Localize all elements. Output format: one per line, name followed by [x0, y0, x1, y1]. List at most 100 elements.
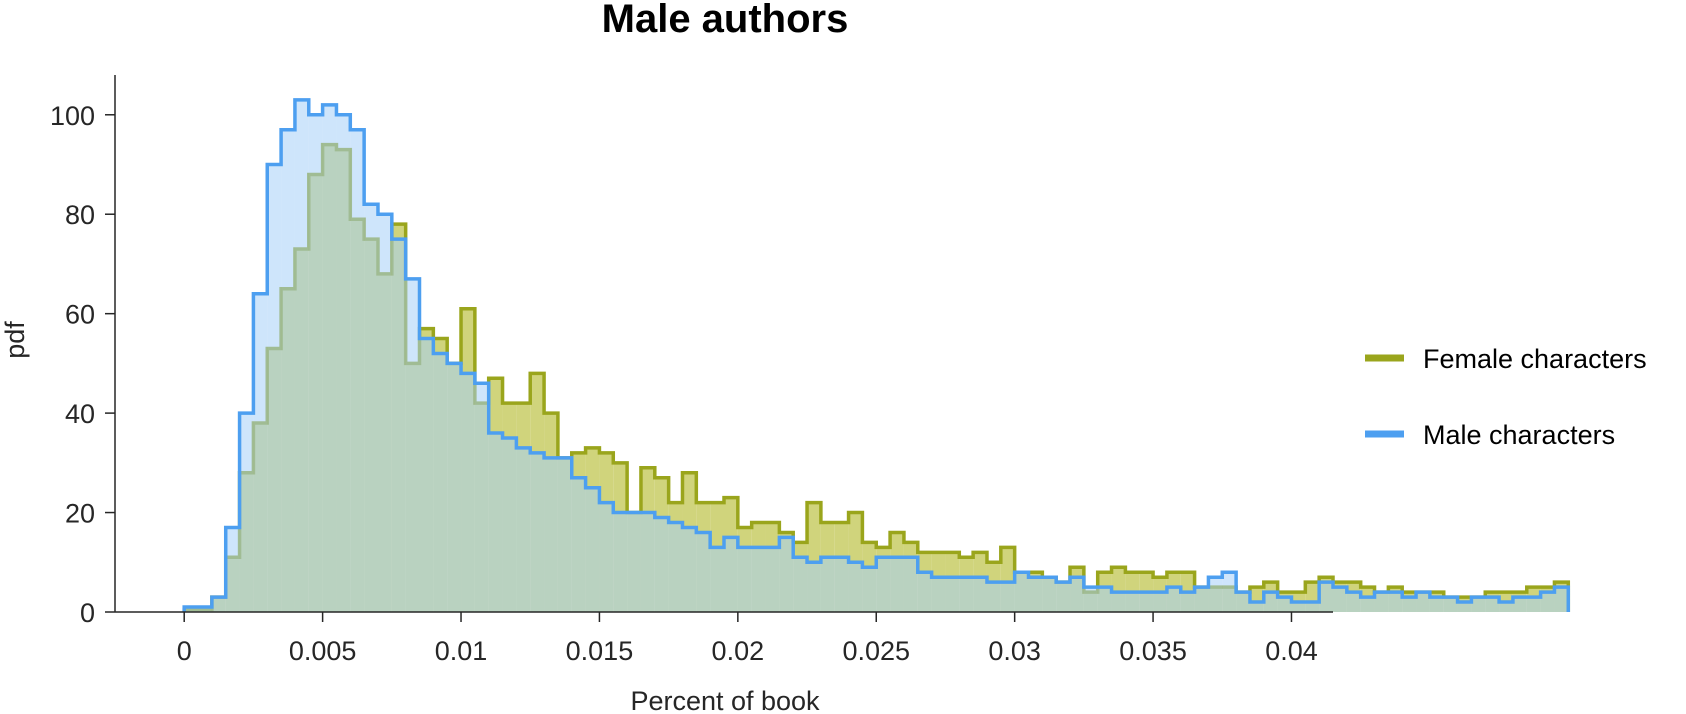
male-characters-bar — [1429, 597, 1444, 612]
male-characters-bar — [903, 557, 918, 612]
male-characters-bar — [405, 278, 420, 612]
male-characters-bar — [876, 557, 891, 612]
male-characters-bar — [1291, 602, 1306, 612]
male-characters-bar — [1097, 587, 1112, 612]
male-characters-bar — [502, 437, 517, 612]
male-characters-bar — [364, 204, 378, 612]
male-characters-bar — [1222, 572, 1237, 612]
male-characters-bar — [1360, 597, 1375, 612]
male-characters-bar — [211, 597, 226, 612]
male-characters-bar — [1014, 572, 1029, 612]
x-tick-label: 0.02 — [712, 636, 765, 666]
y-tick-label: 40 — [65, 399, 95, 429]
male-characters-bar — [1000, 582, 1015, 612]
male-characters-bar — [917, 572, 932, 612]
male-characters-bar — [1070, 577, 1084, 612]
male-characters-bar — [1236, 592, 1250, 612]
x-tick-label: 0.005 — [289, 636, 357, 666]
male-characters-bar — [419, 338, 434, 612]
series-male-characters — [182, 98, 1571, 613]
male-characters-bar — [198, 607, 212, 612]
male-characters-bar — [931, 577, 946, 612]
x-axis-title: Percent of book — [630, 686, 820, 714]
male-characters-bar — [1402, 597, 1417, 612]
male-characters-bar — [668, 522, 683, 612]
male-characters-bar — [225, 527, 240, 612]
male-characters-bar — [973, 577, 987, 612]
male-characters-bar — [1457, 602, 1472, 612]
male-characters-bar — [1277, 597, 1292, 612]
male-characters-bar — [779, 537, 794, 612]
male-characters-bar — [599, 502, 614, 612]
male-characters-bar — [848, 562, 863, 612]
male-characters-bar — [1333, 587, 1347, 612]
male-characters-bar — [557, 457, 572, 612]
male-characters-bar — [544, 457, 558, 612]
male-characters-bar — [1374, 592, 1389, 612]
male-characters-bar — [1443, 597, 1458, 612]
male-characters-bar — [1125, 592, 1140, 612]
male-characters-bar — [793, 557, 808, 612]
male-characters-bar — [585, 487, 600, 612]
male-characters-bar — [986, 582, 1001, 612]
male-characters-bar — [1554, 587, 1569, 612]
male-characters-bar — [1485, 597, 1500, 612]
male-characters-bar — [1305, 602, 1320, 612]
male-characters-bar — [1042, 577, 1057, 612]
y-axis-title: pdf — [0, 321, 30, 359]
male-characters-bar — [751, 547, 766, 612]
male-characters-bar — [862, 567, 877, 612]
male-characters-bar — [530, 452, 545, 612]
y-tick-label: 0 — [80, 598, 95, 628]
male-characters-bar — [350, 129, 365, 612]
male-characters-bar — [1499, 602, 1513, 612]
x-tick-label: 0.035 — [1119, 636, 1187, 666]
male-characters-bar — [890, 557, 904, 612]
male-characters-bar — [640, 512, 655, 612]
male-characters-bar — [1388, 592, 1403, 612]
legend-label-male-characters: Male characters — [1423, 420, 1615, 450]
male-characters-bar — [765, 547, 780, 612]
male-characters-bar — [724, 537, 738, 612]
male-characters-bar — [1512, 597, 1527, 612]
male-characters-bar — [1416, 592, 1430, 612]
male-characters-bar — [696, 532, 711, 612]
male-characters-bar — [1208, 577, 1223, 612]
male-characters-bar — [1056, 582, 1071, 612]
male-characters-bar — [627, 512, 641, 612]
male-characters-bar — [1111, 592, 1126, 612]
y-tick-label: 20 — [65, 499, 95, 529]
male-characters-bar — [1153, 592, 1167, 612]
male-characters-bar — [267, 164, 282, 612]
male-characters-outline — [182, 98, 1571, 612]
male-characters-bar — [1083, 587, 1098, 612]
male-characters-bar — [1526, 597, 1541, 612]
x-tick-label: 0.01 — [435, 636, 488, 666]
male-characters-bar — [1249, 602, 1264, 612]
male-characters-bar — [294, 99, 309, 613]
male-characters-bar — [613, 512, 628, 612]
male-characters-bar — [710, 547, 724, 612]
male-characters-bar — [654, 517, 669, 612]
chart-title: Male authors — [602, 0, 849, 41]
male-characters-bar — [571, 477, 586, 612]
male-characters-bar — [461, 373, 475, 612]
male-characters-bar — [807, 562, 821, 612]
male-characters-bar — [1319, 582, 1333, 612]
x-tick-label: 0.04 — [1265, 636, 1318, 666]
y-tick-label: 60 — [65, 300, 95, 330]
axes: 0 0.005 0.01 0.015 0.02 0.025 0.03 0.035 0.04 0 20… — [50, 75, 1333, 666]
male-characters-bar — [1263, 592, 1278, 612]
male-characters-bar — [682, 527, 697, 612]
male-characters-bar — [1166, 587, 1181, 612]
male-characters-bar — [281, 129, 295, 612]
male-characters-bar — [239, 413, 254, 612]
male-characters-bar — [336, 114, 351, 613]
legend: Female characters Male characters — [1365, 344, 1647, 450]
male-characters-bar — [1346, 592, 1361, 612]
male-characters-bar — [1540, 592, 1555, 612]
y-tick-label: 100 — [50, 101, 95, 131]
x-tick-label: 0 — [177, 636, 192, 666]
male-characters-bar — [820, 557, 835, 612]
